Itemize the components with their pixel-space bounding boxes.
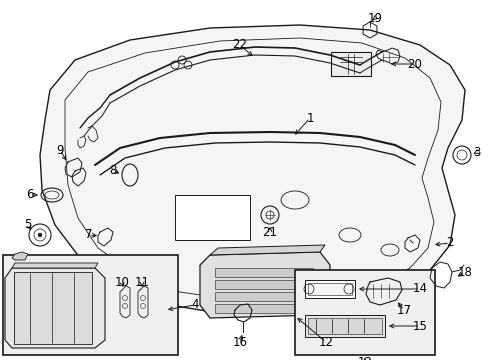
Text: 17: 17 bbox=[396, 303, 411, 316]
Bar bbox=[175, 195, 249, 240]
Bar bbox=[305, 315, 384, 337]
Text: 12: 12 bbox=[318, 336, 333, 348]
Bar bbox=[215, 292, 312, 301]
Bar bbox=[3, 255, 178, 355]
Text: 4: 4 bbox=[191, 298, 198, 311]
Polygon shape bbox=[40, 25, 464, 315]
Polygon shape bbox=[12, 263, 98, 268]
Text: 8: 8 bbox=[109, 163, 117, 176]
Polygon shape bbox=[12, 252, 28, 260]
Bar bbox=[307, 283, 351, 295]
Bar bbox=[294, 270, 434, 355]
Text: 1: 1 bbox=[305, 112, 313, 125]
Text: 21: 21 bbox=[262, 225, 277, 238]
Bar bbox=[215, 268, 312, 277]
Bar bbox=[305, 280, 354, 298]
Bar bbox=[307, 318, 381, 334]
Text: 5: 5 bbox=[24, 217, 32, 230]
Polygon shape bbox=[5, 268, 105, 348]
Circle shape bbox=[29, 224, 51, 246]
Text: 20: 20 bbox=[407, 58, 422, 71]
Text: 11: 11 bbox=[134, 275, 149, 288]
Text: 22: 22 bbox=[232, 39, 247, 51]
Circle shape bbox=[38, 233, 42, 237]
FancyArrowPatch shape bbox=[409, 240, 412, 243]
Bar bbox=[215, 280, 312, 289]
Bar bbox=[14, 272, 92, 344]
Text: 13: 13 bbox=[357, 356, 372, 360]
Bar bbox=[215, 304, 312, 313]
Text: 2: 2 bbox=[446, 237, 453, 249]
Polygon shape bbox=[200, 252, 329, 318]
Polygon shape bbox=[209, 245, 325, 255]
Text: 6: 6 bbox=[26, 189, 34, 202]
Text: 10: 10 bbox=[114, 275, 129, 288]
Text: 15: 15 bbox=[412, 320, 427, 333]
Text: 9: 9 bbox=[56, 144, 63, 157]
FancyBboxPatch shape bbox=[330, 52, 370, 76]
Text: 19: 19 bbox=[367, 12, 382, 24]
Circle shape bbox=[452, 146, 470, 164]
Text: 18: 18 bbox=[457, 266, 471, 279]
Text: 14: 14 bbox=[412, 283, 427, 296]
Text: 16: 16 bbox=[232, 336, 247, 348]
Text: 7: 7 bbox=[85, 229, 93, 242]
Text: 3: 3 bbox=[472, 145, 480, 158]
